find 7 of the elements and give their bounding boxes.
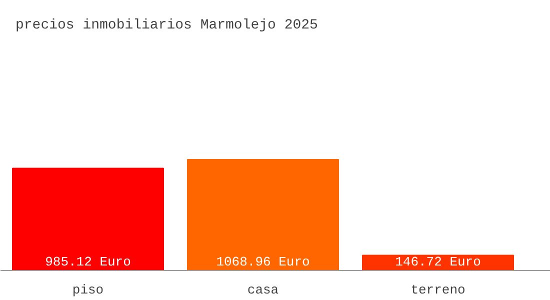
chart-title: precios inmobiliarios Marmolejo 2025 bbox=[16, 18, 318, 34]
data-label: 1068.96 Euro bbox=[216, 254, 310, 270]
x-tick-label: casa bbox=[247, 282, 279, 298]
x-tick-label: piso bbox=[72, 282, 104, 298]
data-label: 146.72 Euro bbox=[395, 254, 481, 270]
x-tick-label: terreno bbox=[410, 282, 466, 298]
data-label: 985.12 Euro bbox=[45, 254, 131, 270]
